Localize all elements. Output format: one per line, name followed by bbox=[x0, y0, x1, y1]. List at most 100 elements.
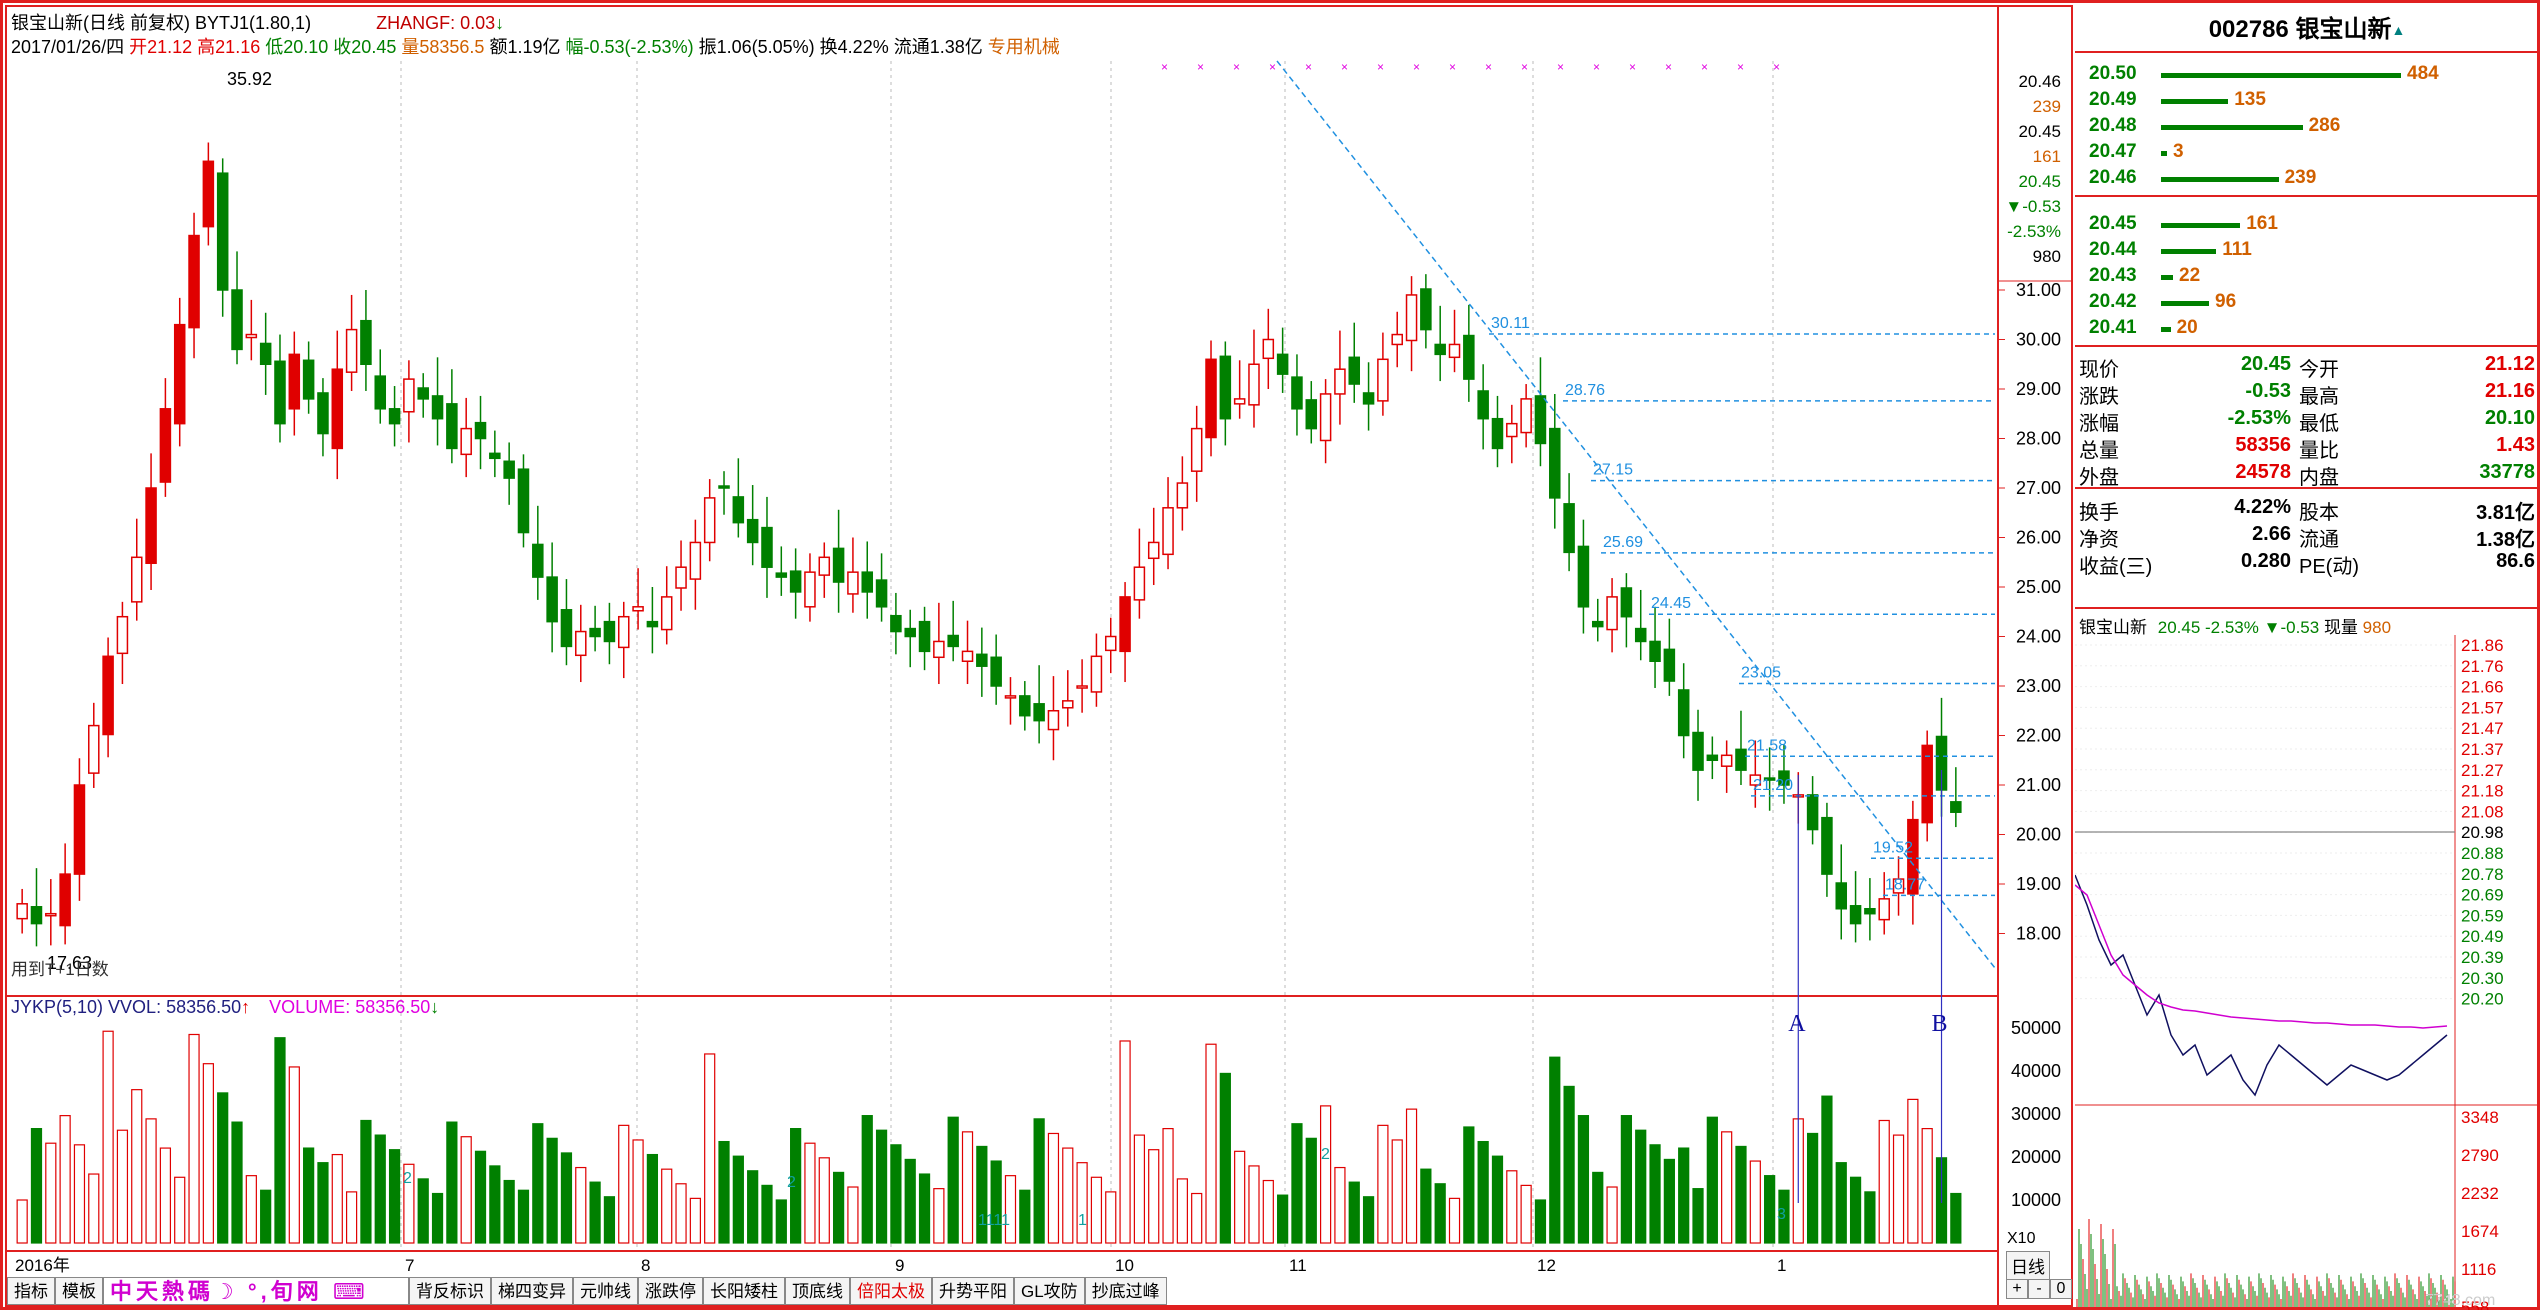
volume-bar bbox=[1649, 1144, 1661, 1244]
volume-bar bbox=[303, 1147, 315, 1244]
volume-bar bbox=[331, 1153, 343, 1244]
volume-bar bbox=[1219, 1072, 1231, 1244]
volume-bar bbox=[1692, 1188, 1704, 1244]
indicator-name[interactable]: BYTJ1(1.80,1) bbox=[195, 13, 312, 33]
info-value: 21.16 bbox=[2484, 380, 2535, 402]
tab-changyang[interactable]: 长阳矮柱 bbox=[703, 1277, 785, 1305]
tab-yuanshuai[interactable]: 元帅线 bbox=[573, 1277, 638, 1305]
volume-bar bbox=[45, 1142, 57, 1244]
tab-tisi[interactable]: 梯四变异 bbox=[491, 1277, 573, 1305]
candle-body bbox=[1348, 356, 1361, 385]
candle-body bbox=[1362, 392, 1375, 405]
event-marker: × bbox=[1269, 60, 1276, 74]
candle-body bbox=[1577, 545, 1590, 608]
info-bar: 银宝山新(日线 前复权) BYTJ1(1.80,1) ZHANGF: 0.03↓ bbox=[11, 11, 504, 35]
info-row: 换手 4.22% 股本 3.81亿 bbox=[2075, 496, 2539, 524]
candle-body bbox=[918, 620, 931, 653]
month-label: 1 bbox=[1777, 1256, 1786, 1275]
candle-body bbox=[1692, 731, 1704, 771]
info-value: 21.12 bbox=[2484, 353, 2535, 375]
book-bar bbox=[2161, 73, 2401, 78]
intraday-price-label: 20.59 bbox=[2461, 906, 2504, 925]
zoom-out-button[interactable]: - bbox=[2028, 1279, 2050, 1299]
intraday-chg: -2.53% bbox=[2205, 618, 2259, 637]
volume-indicator-bar: JYKP(5,10) VVOL: 58356.50↑ VOLUME: 58356… bbox=[11, 997, 439, 1018]
candle-body bbox=[1591, 620, 1604, 628]
info-divider bbox=[2075, 487, 2539, 489]
caret-up-icon[interactable]: ▲ bbox=[2391, 22, 2406, 38]
intraday-vol-label: 3348 bbox=[2461, 1108, 2499, 1127]
quote-panel: 002786 银宝山新▲ 20.50 484 20.49 135 20.48 286 20.… bbox=[2075, 7, 2539, 1310]
trend-line bbox=[1276, 60, 1996, 969]
main-chart-canvas[interactable]: 2016年 7 8 9 10 11 12 131.0030.0029.0028.0027.00… bbox=[3, 3, 2075, 1309]
period-day-button[interactable]: 日线 bbox=[2006, 1251, 2050, 1280]
volume-bar bbox=[1764, 1175, 1776, 1244]
candle-body bbox=[904, 627, 916, 638]
candle-body bbox=[503, 460, 515, 479]
candle-body bbox=[775, 572, 788, 578]
book-price: 20.41 bbox=[2089, 317, 2137, 338]
volume-count-label: 2 bbox=[403, 1170, 412, 1187]
side-scale-value: 20.46 bbox=[2018, 72, 2061, 91]
intraday-price-label: 20.39 bbox=[2461, 948, 2504, 967]
info-value: 1.38亿 bbox=[2476, 529, 2535, 551]
sector-label[interactable]: 专用机械 bbox=[987, 37, 1060, 57]
volume-count-label: 2 bbox=[1321, 1146, 1330, 1163]
zoom-in-button[interactable]: + bbox=[2006, 1279, 2028, 1299]
price-tick-label: 31.00 bbox=[2016, 280, 2061, 300]
tab-indicator[interactable]: 指标 bbox=[7, 1277, 55, 1305]
candle-body bbox=[317, 392, 329, 435]
book-volume: 286 bbox=[2308, 115, 2341, 136]
tab-zhangdieting[interactable]: 涨跌停 bbox=[638, 1277, 703, 1305]
volume-bar bbox=[1319, 1105, 1332, 1244]
info-value: 2.66 bbox=[2252, 523, 2291, 545]
candle-body bbox=[703, 497, 716, 544]
candle-body bbox=[546, 576, 558, 623]
tab-glgongfang[interactable]: GL攻防 bbox=[1014, 1277, 1085, 1305]
candle-body bbox=[1377, 358, 1389, 402]
volume-bar bbox=[1864, 1191, 1876, 1244]
zoom-reset-button[interactable]: 0 bbox=[2050, 1279, 2072, 1299]
tab-dingdi[interactable]: 顶底线 bbox=[785, 1277, 850, 1305]
intraday-arrow: ▼-0.53 bbox=[2263, 618, 2320, 637]
candle-body bbox=[1878, 898, 1890, 921]
volume-bar bbox=[790, 1128, 802, 1244]
volume-bar bbox=[489, 1165, 501, 1244]
candle-body bbox=[274, 360, 286, 425]
candle-body bbox=[1735, 748, 1747, 771]
candle-body bbox=[1892, 878, 1905, 894]
candle-body bbox=[374, 375, 387, 410]
candle-body bbox=[88, 724, 100, 774]
vvol-label[interactable]: JYKP(5,10) VVOL: 58356.50 bbox=[11, 997, 242, 1017]
candle-body bbox=[216, 172, 229, 291]
tab-shengshi[interactable]: 升势平阳 bbox=[932, 1277, 1014, 1305]
volume-bar bbox=[1663, 1158, 1675, 1244]
volume-bar bbox=[231, 1121, 243, 1244]
candle-body bbox=[1463, 334, 1475, 380]
volume-bar bbox=[317, 1162, 329, 1244]
price-tick-label: 30.00 bbox=[2016, 330, 2061, 350]
intraday-price-label: 20.20 bbox=[2461, 990, 2504, 1009]
tab-chaodi[interactable]: 抄底过峰 bbox=[1084, 1277, 1167, 1305]
candle-body bbox=[1004, 695, 1017, 699]
candle-body bbox=[331, 368, 344, 450]
volume-bar bbox=[1477, 1140, 1489, 1244]
volume-bar bbox=[1205, 1043, 1217, 1244]
candle-body bbox=[990, 656, 1002, 687]
info-label: 今开 bbox=[2299, 359, 2339, 381]
candle-body bbox=[1491, 417, 1504, 450]
tab-beifan[interactable]: 背反标识 bbox=[409, 1277, 491, 1305]
intraday-price-label: 21.08 bbox=[2461, 802, 2504, 821]
tab-template[interactable]: 模板 bbox=[55, 1277, 103, 1305]
volume-bar bbox=[675, 1183, 687, 1244]
info-row: 外盘 24578 内盘 33778 bbox=[2075, 461, 2539, 489]
tab-beiyang[interactable]: 倍阳太极 bbox=[850, 1277, 932, 1305]
intraday-vol-label: 1116 bbox=[2461, 1260, 2496, 1279]
volume-bar bbox=[1520, 1184, 1532, 1244]
book-price: 20.45 bbox=[2089, 213, 2137, 234]
volume-bar bbox=[747, 1170, 759, 1244]
candle-body bbox=[1033, 703, 1045, 722]
volume-bar bbox=[245, 1175, 257, 1244]
book-bar bbox=[2161, 125, 2303, 130]
